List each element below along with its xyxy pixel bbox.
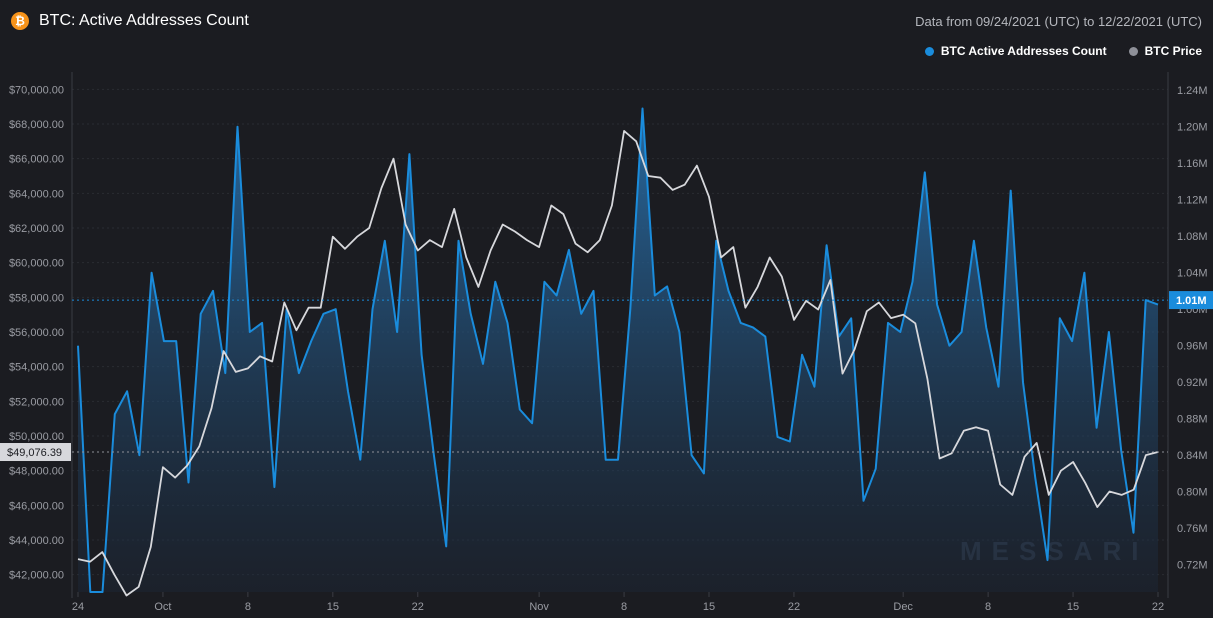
legend-item-active-addresses[interactable]: BTC Active Addresses Count bbox=[924, 44, 1107, 58]
left-axis-tick-label: $62,000.00 bbox=[9, 223, 64, 235]
x-axis-tick-label: 8 bbox=[985, 601, 991, 613]
left-axis-tick-label: $56,000.00 bbox=[9, 327, 64, 339]
left-axis-tick-label: $68,000.00 bbox=[9, 119, 64, 131]
x-axis-tick-label: Oct bbox=[154, 601, 171, 613]
x-axis-tick-label: 15 bbox=[1067, 601, 1079, 613]
legend-dot-price-icon bbox=[1128, 46, 1138, 56]
x-axis-tick-label: 22 bbox=[1152, 601, 1164, 613]
left-axis-tick-label: $44,000.00 bbox=[9, 535, 64, 547]
legend-label-active-addresses: BTC Active Addresses Count bbox=[940, 44, 1107, 58]
right-axis-tick-label: 1.12M bbox=[1177, 195, 1208, 207]
x-axis-tick-label: 24 bbox=[72, 601, 84, 613]
x-axis-tick-label: 22 bbox=[788, 601, 800, 613]
active-addresses-area bbox=[78, 108, 1158, 592]
chart-header: ₿ BTC: Active Addresses Count Data from … bbox=[0, 0, 1213, 40]
right-axis-tick-label: 0.92M bbox=[1177, 377, 1208, 389]
x-axis-tick-label: Nov bbox=[529, 601, 549, 613]
x-axis-tick-label: Dec bbox=[893, 601, 913, 613]
right-axis-tick-label: 0.84M bbox=[1177, 450, 1208, 462]
right-axis-tick-label: 1.08M bbox=[1177, 231, 1208, 243]
left-axis-tick-label: $52,000.00 bbox=[9, 396, 64, 408]
x-axis-tick-label: 15 bbox=[703, 601, 715, 613]
active-addresses-line bbox=[77, 107, 1159, 593]
left-axis-tick-label: $54,000.00 bbox=[9, 362, 64, 374]
x-axis-tick-label: 15 bbox=[327, 601, 339, 613]
x-axis-tick-label: 8 bbox=[621, 601, 627, 613]
current-active-label: 1.01M bbox=[1176, 295, 1207, 307]
current-active-badge bbox=[1169, 291, 1213, 310]
left-axis-tick-label: $50,000.00 bbox=[9, 431, 64, 443]
legend-dot-active-icon bbox=[924, 46, 934, 56]
left-axis-tick-label: $70,000.00 bbox=[9, 84, 64, 96]
current-price-badge bbox=[0, 443, 71, 462]
left-axis-tick-label: $64,000.00 bbox=[9, 188, 64, 200]
left-axis-tick-label: $60,000.00 bbox=[9, 258, 64, 270]
right-axis-tick-label: 0.80M bbox=[1177, 487, 1208, 499]
left-axis-tick-label: $46,000.00 bbox=[9, 500, 64, 512]
legend-label-btc-price: BTC Price bbox=[1144, 44, 1202, 58]
right-axis-tick-label: 1.20M bbox=[1177, 122, 1208, 134]
x-axis-tick-label: 22 bbox=[412, 601, 424, 613]
bitcoin-icon: ₿ bbox=[11, 12, 29, 30]
current-price-label: $49,076.39 bbox=[7, 447, 62, 459]
left-axis-tick-label: $48,000.00 bbox=[9, 466, 64, 478]
left-axis-tick-label: $58,000.00 bbox=[9, 292, 64, 304]
btc-price-line bbox=[77, 129, 1159, 597]
right-axis-tick-label: 0.72M bbox=[1177, 560, 1208, 572]
right-axis-tick-label: 1.04M bbox=[1177, 268, 1208, 280]
chart-title: BTC: Active Addresses Count bbox=[39, 12, 249, 29]
right-axis-tick-label: 0.96M bbox=[1177, 341, 1208, 353]
left-axis-tick-label: $66,000.00 bbox=[9, 154, 64, 166]
chart-legend: BTC Active Addresses Count BTC Price bbox=[924, 44, 1202, 58]
left-axis-tick-label: $42,000.00 bbox=[9, 570, 64, 582]
x-axis-tick-label: 8 bbox=[245, 601, 251, 613]
right-axis-tick-label: 1.24M bbox=[1177, 85, 1208, 97]
right-axis-tick-label: 0.88M bbox=[1177, 414, 1208, 426]
date-range-label: Data from 09/24/2021 (UTC) to 12/22/2021… bbox=[915, 14, 1202, 29]
right-axis-tick-label: 1.16M bbox=[1177, 158, 1208, 170]
legend-item-btc-price[interactable]: BTC Price bbox=[1128, 44, 1202, 58]
right-axis-tick-label: 0.76M bbox=[1177, 523, 1208, 535]
